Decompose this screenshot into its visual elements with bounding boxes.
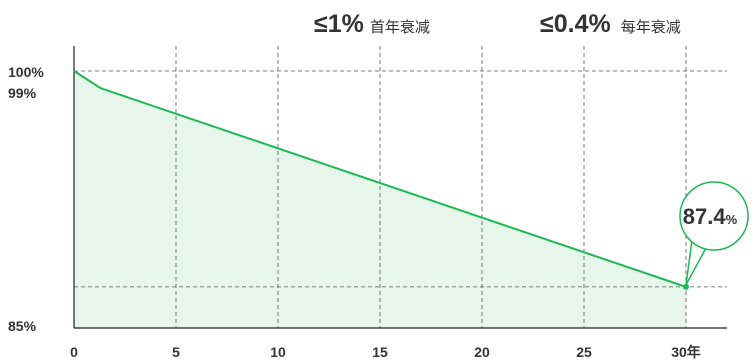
data-point-2 — [683, 283, 689, 290]
first-year-degradation-value: ≤1% — [314, 10, 364, 38]
y-tick-label-100: 100% — [8, 64, 44, 80]
x-tick-label-5: 5 — [172, 344, 180, 360]
x-tick-label-20: 20 — [474, 344, 490, 360]
area-fill — [74, 71, 686, 328]
x-tick-label-25: 25 — [576, 344, 592, 360]
annual-degradation-value: ≤0.4% — [540, 10, 611, 38]
callout-unit: % — [726, 212, 738, 227]
first-year-degradation-label: 首年衰减 — [369, 19, 430, 36]
callout-bubble — [679, 181, 749, 251]
x-tick-label-30: 30年 — [671, 344, 701, 360]
x-tick-label-15: 15 — [372, 344, 388, 360]
y-tick-label-85: 85% — [8, 318, 37, 334]
callout-value: 87.4 — [683, 204, 727, 229]
y-tick-label-99: 99% — [8, 85, 37, 101]
first-year-degradation: ≤1% 首年衰减 — [314, 10, 430, 39]
annual-degradation-label: 每年衰减 — [620, 19, 681, 36]
annual-degradation: ≤0.4% 每年衰减 — [540, 10, 681, 39]
series-line — [73, 70, 687, 288]
callout-text: 87.4% — [683, 204, 738, 229]
x-tick-label-10: 10 — [270, 344, 286, 360]
x-tick-label-0: 0 — [70, 344, 78, 360]
